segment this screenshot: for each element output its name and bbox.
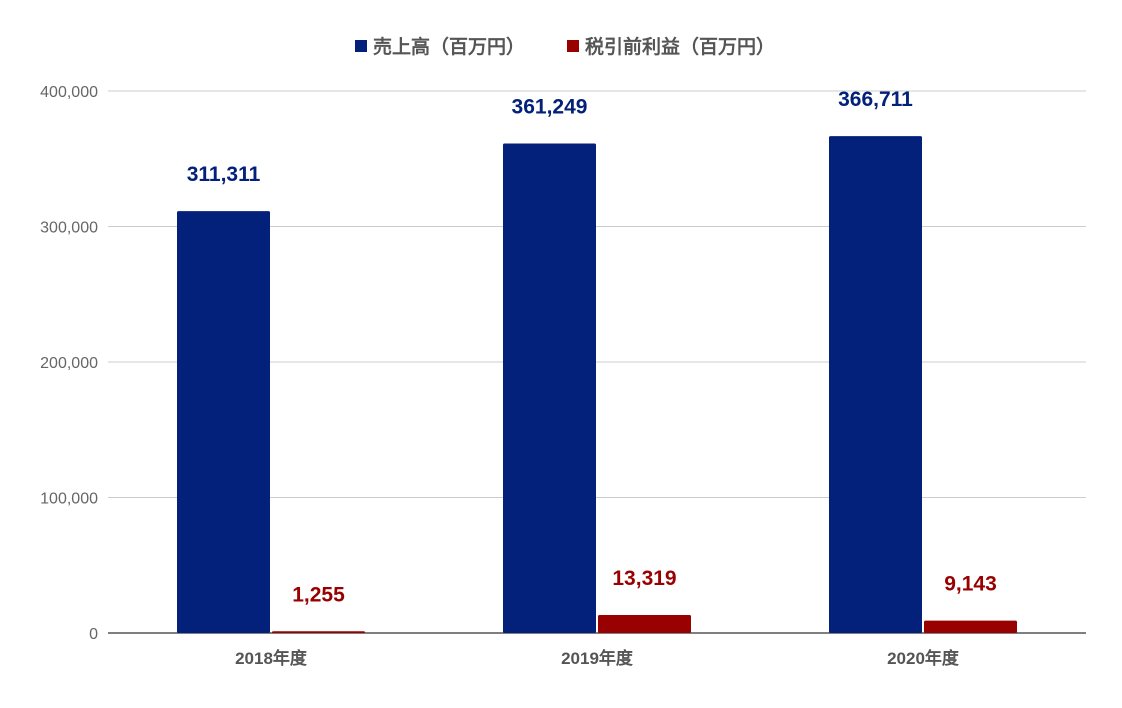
pretax-profit-bar: [598, 614, 691, 633]
pretax-profit-data-label: 9,143: [944, 573, 997, 596]
y-tick-label: 300,000: [40, 220, 98, 237]
sales-data-label: 361,249: [512, 96, 588, 119]
y-tick-label: 400,000: [40, 84, 98, 101]
pretax-profit-data-label: 13,319: [612, 567, 676, 590]
y-tick-label: 0: [89, 626, 98, 643]
sales-bar: [177, 211, 270, 634]
legend-label: 税引前利益（百万円）: [585, 35, 775, 58]
x-tick-label: 2019年度: [561, 648, 634, 668]
pretax-profit-bar: [924, 620, 1017, 633]
x-tick-label: 2020年度: [887, 648, 960, 668]
gridlines: [108, 90, 1086, 634]
sales-data-label: 311,311: [187, 163, 261, 186]
x-axis-ticks: 2018年度 2019年度 2020年度: [235, 648, 960, 668]
pretax-profit-bar: [272, 631, 365, 633]
x-tick-label: 2018年度: [235, 648, 308, 668]
legend-item-pretax-profit[interactable]: 税引前利益（百万円）: [567, 35, 775, 58]
sales-bar: [503, 143, 596, 633]
legend-swatch: [355, 40, 367, 52]
pretax-profit-data-label: 1,255: [292, 583, 345, 606]
y-tick-label: 200,000: [40, 355, 98, 372]
sales-data-label: 366,711: [838, 88, 913, 111]
legend-label: 売上高（百万円）: [373, 35, 525, 58]
legend[interactable]: 売上高（百万円） 税引前利益（百万円）: [355, 35, 775, 58]
sales-bar: [829, 136, 922, 633]
legend-item-sales[interactable]: 売上高（百万円）: [355, 35, 525, 58]
y-tick-label: 100,000: [40, 491, 98, 508]
legend-swatch: [567, 40, 579, 52]
y-axis-ticks: 0 100,000 200,000 300,000 400,000: [40, 84, 98, 643]
bars: [177, 136, 1017, 634]
data-labels: 311,311 1,255 361,249 13,319 366,711 9,143: [187, 88, 997, 606]
